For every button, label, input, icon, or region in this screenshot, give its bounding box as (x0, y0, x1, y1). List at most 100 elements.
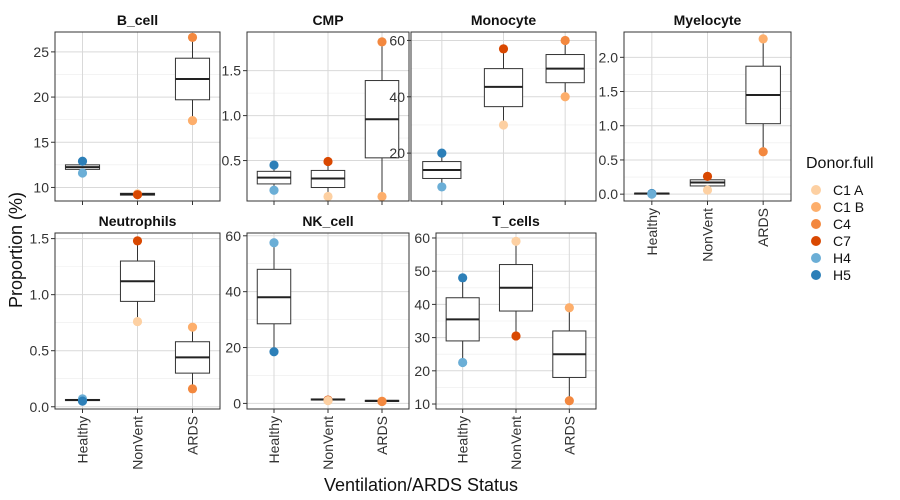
point-c4 (564, 396, 574, 406)
x-tick-label: ARDS (185, 416, 201, 455)
y-tick-label: 0.5 (599, 152, 619, 168)
y-tick-label: 60 (389, 32, 405, 48)
panel-title: NK_cell (302, 213, 353, 229)
legend-label: C7 (833, 233, 851, 249)
point-c1-a (323, 396, 333, 406)
point-c4 (187, 384, 198, 394)
point-h4 (269, 185, 279, 195)
y-tick-label: 40 (414, 296, 430, 312)
panel-b_cell: B_cell 10 15 20 25 (33, 12, 221, 205)
x-tick-label: Healthy (644, 208, 660, 255)
point-c1-a (702, 185, 713, 195)
y-tick-label: 1.5 (599, 84, 619, 100)
panel-title: B_cell (117, 12, 158, 28)
point-c7 (511, 331, 521, 341)
legend-entry-h5: H5 (811, 267, 851, 283)
panel-border (54, 31, 221, 202)
point-c4 (187, 32, 198, 43)
legend-entry-c7: C7 (811, 233, 851, 249)
panel-title: T_cells (492, 213, 540, 229)
boxplot-ards (364, 41, 400, 197)
point-h5 (269, 160, 279, 170)
point-h4 (77, 168, 88, 178)
y-tick-label: 1.0 (599, 118, 619, 134)
legend-label: H5 (833, 267, 851, 283)
point-h5 (458, 273, 468, 283)
point-c1-b (564, 303, 574, 313)
y-tick-label: 1.0 (30, 287, 50, 303)
point-c1-a (323, 191, 333, 202)
x-tick-label: ARDS (561, 416, 577, 455)
y-tick-label: 1.5 (222, 63, 242, 79)
y-tick-label: 10 (33, 179, 49, 195)
boxplot-ards (174, 327, 211, 389)
panel-title: CMP (312, 12, 343, 28)
point-h4 (458, 357, 468, 368)
legend-swatch (811, 236, 821, 246)
panel-title: Monocyte (471, 12, 537, 28)
y-tick-label: 40 (389, 89, 405, 105)
y-tick-label: 15 (33, 134, 49, 150)
panel-title: Neutrophils (99, 213, 177, 229)
point-c4 (560, 35, 570, 46)
boxplot-healthy (256, 165, 292, 191)
y-tick-label: 20 (225, 340, 241, 356)
panel-border (54, 232, 221, 410)
y-tick-label: 60 (414, 230, 430, 246)
panel-myelocyte: Myelocyte 0.0 0.5 1.0 1.5 2.0 Healthy NonVent AR… (599, 12, 792, 262)
y-axis-title: Proportion (%) (6, 192, 26, 308)
panel-cmp: CMP 0.5 1.0 1.5 (222, 12, 410, 205)
x-tick-label: Healthy (266, 416, 282, 463)
legend-entry-c4: C4 (811, 216, 851, 232)
point-c7 (132, 190, 143, 200)
x-tick-label: NonVent (320, 416, 336, 470)
panel-neutrophils: Neutrophils 0.0 0.5 1.0 1.5 Healthy NonVent ARD… (30, 213, 221, 470)
boxplot-ards (545, 40, 585, 97)
y-tick-label: 60 (225, 228, 241, 244)
point-h5 (77, 156, 88, 166)
boxplot-nonvent (498, 241, 534, 336)
panel-border (246, 232, 410, 410)
panel-border (623, 31, 792, 202)
y-tick-label: 30 (414, 330, 430, 346)
legend-title: Donor.full (806, 155, 874, 172)
point-c7 (323, 156, 333, 167)
y-tick-label: 20 (33, 89, 49, 105)
y-tick-label: 0.0 (30, 399, 50, 415)
legend-label: C1 B (833, 199, 864, 215)
legend-entry-c1-b: C1 B (811, 199, 864, 215)
x-tick-label: NonVent (508, 416, 524, 470)
y-tick-label: 1.0 (222, 108, 242, 124)
y-tick-label: 0.5 (222, 153, 242, 169)
point-c1-a (511, 236, 521, 246)
y-tick-label: 2.0 (599, 49, 619, 65)
legend-label: C1 A (833, 182, 864, 198)
boxplot-nonvent (483, 48, 524, 125)
y-tick-label: 40 (225, 284, 241, 300)
y-tick-label: 25 (33, 44, 49, 60)
point-h4 (647, 189, 657, 199)
point-c4 (758, 147, 768, 157)
y-tick-label: 0 (233, 395, 241, 411)
point-c1-b (187, 322, 198, 332)
y-tick-label: 10 (414, 396, 430, 412)
y-tick-label: 20 (389, 145, 405, 161)
boxplot-healthy (445, 277, 480, 363)
x-tick-label: ARDS (755, 208, 771, 247)
y-tick-label: 20 (414, 363, 430, 379)
point-h5 (77, 396, 88, 406)
legend-label: H4 (833, 250, 851, 266)
point-c1-b (560, 92, 570, 102)
point-h5 (269, 347, 279, 357)
panel-title: Myelocyte (674, 12, 742, 28)
y-tick-label: 1.5 (30, 231, 50, 247)
legend-label: C4 (833, 216, 851, 232)
x-tick-label: ARDS (374, 416, 390, 455)
point-c1-a (498, 120, 509, 130)
x-tick-label: NonVent (700, 208, 716, 262)
boxplot-nonvent (119, 240, 156, 322)
legend-entry-c1-a: C1 A (811, 182, 864, 198)
